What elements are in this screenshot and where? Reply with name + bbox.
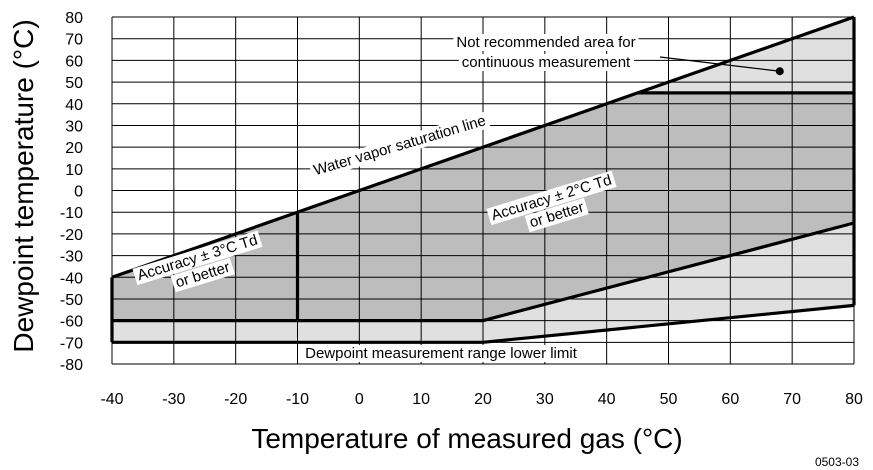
x-tick-label: 10 [412, 391, 430, 408]
y-tick-label: -10 [60, 205, 83, 222]
y-tick-label: -20 [60, 227, 83, 244]
y-tick-label: -50 [60, 292, 83, 309]
x-tick-label: 40 [598, 391, 616, 408]
y-tick-label: 60 [65, 53, 83, 70]
marker-dot [775, 67, 784, 76]
x-tick-label: 30 [536, 391, 554, 408]
not-recommended-label-line1-bg [453, 34, 639, 51]
boundary-lines [110, 15, 856, 344]
y-tick-label: 80 [65, 10, 83, 27]
x-tick-label: 50 [660, 391, 678, 408]
x-tick-label: 70 [783, 391, 801, 408]
x-tick-label: -20 [224, 391, 247, 408]
not-recommended-label-line2: continuous measurement [462, 54, 631, 71]
boundary-line [112, 303, 855, 344]
y-tick-label: 0 [74, 184, 83, 201]
figure-code: 0503-03 [815, 455, 859, 469]
y-tick-label: 20 [65, 140, 83, 157]
boundary-line [112, 221, 855, 323]
accuracy-2c-label-bg [524, 197, 589, 233]
not-recommended-label-line1: Not recommended area for [456, 34, 635, 51]
x-tick-labels: -40 -30 -20 -10 0 10 20 30 40 50 60 70 80 [100, 391, 863, 408]
x-tick-label: 20 [474, 391, 492, 408]
y-tick-label: -80 [60, 357, 83, 374]
leader-line [659, 56, 780, 72]
x-axis-label: Temperature of measured gas (°C) [251, 423, 682, 454]
accuracy-2c-label-bg [486, 170, 617, 226]
x-tick-label: -40 [100, 391, 123, 408]
not-recommended-label-line2-bg [458, 54, 635, 71]
y-tick-label: 50 [65, 75, 83, 92]
y-tick-labels: 80 70 60 50 40 30 20 10 0 -10 -20 -30 -40 -50 -60 -70 -8… [60, 10, 83, 374]
y-axis-label: Dewpoint temperature (°C) [8, 19, 39, 352]
y-tick-label: 70 [65, 32, 83, 49]
grid [111, 16, 855, 365]
accuracy-3c-label-bg [170, 257, 235, 293]
y-tick-label: -60 [60, 314, 83, 331]
y-tick-label: 30 [65, 118, 83, 135]
lower-limit-label-bg [302, 345, 581, 362]
y-tick-label: 10 [65, 162, 83, 179]
saturation-label-bg [308, 111, 491, 181]
y-tick-label: 40 [65, 97, 83, 114]
x-tick-label: 60 [721, 391, 739, 408]
boundary-line [111, 15, 855, 279]
x-tick-label: 80 [845, 391, 863, 408]
x-tick-label: 0 [355, 391, 364, 408]
y-tick-label: -30 [60, 249, 83, 266]
lower-limit-label: Dewpoint measurement range lower limit [305, 345, 578, 362]
x-tick-label: -10 [286, 391, 309, 408]
y-tick-label: -70 [60, 335, 83, 352]
y-tick-label: -40 [60, 270, 83, 287]
x-tick-label: -30 [162, 391, 185, 408]
accuracy-3c-label-bg [132, 230, 263, 286]
